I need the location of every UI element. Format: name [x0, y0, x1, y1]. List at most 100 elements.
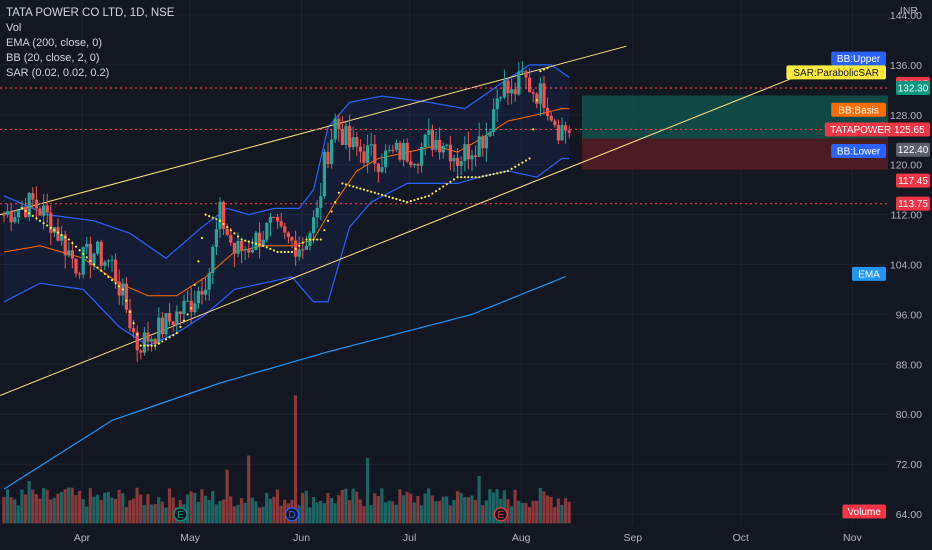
sar-dot: [485, 174, 488, 177]
candle-body: [488, 132, 492, 137]
sar-dot: [442, 185, 445, 188]
sar-dot: [186, 313, 189, 316]
candle-body: [470, 155, 474, 160]
price-tags: BB:UpperSAR:ParabolicSAR132.95132.30BB:B…: [786, 51, 930, 519]
volume-bar: [319, 500, 323, 524]
sar-dot: [424, 195, 427, 199]
volume-bar: [301, 493, 305, 524]
volume-bar: [369, 505, 373, 524]
sar-dot: [528, 157, 531, 160]
volume-bar: [293, 395, 298, 524]
time-axis: Apr May Jun Jul Aug Sep Oct Nov: [0, 526, 932, 550]
volume-bar: [383, 502, 388, 524]
price-tag-bb-upper: BB:Upper: [831, 51, 886, 66]
candle-body: [222, 201, 226, 229]
tag-label: 117.45: [898, 176, 928, 187]
volume-bar: [27, 481, 31, 524]
time-axis-bg: [0, 526, 932, 550]
sar-dot: [301, 241, 304, 244]
volume-bar: [250, 497, 254, 524]
bollinger-bands: [3, 64, 570, 347]
volume-bar: [427, 488, 431, 524]
candle-body: [92, 253, 96, 266]
candle-body: [254, 232, 258, 251]
candle-body: [13, 217, 17, 223]
candle-body: [178, 311, 182, 315]
candle-body: [236, 240, 240, 254]
sar-dot: [60, 233, 63, 236]
volume-bar: [185, 494, 190, 524]
volume-bar: [5, 489, 10, 524]
sar-dot: [92, 263, 96, 266]
indicator-bb[interactable]: BB (20, close, 2, 0): [6, 52, 100, 64]
candle-body: [214, 229, 218, 247]
volume-bar: [445, 496, 449, 524]
volume-bar: [358, 499, 362, 524]
volume-bar: [41, 488, 46, 524]
candle-body: [103, 261, 107, 266]
sar-dot: [323, 229, 326, 232]
candle-body: [510, 89, 514, 94]
candle-body: [520, 71, 524, 73]
candle-body: [549, 115, 553, 121]
indicator-ema[interactable]: EMA (200, close, 0): [6, 37, 102, 49]
candle-body: [218, 201, 222, 230]
volume-bar: [9, 497, 13, 524]
candle-body: [427, 130, 431, 135]
candle-body: [265, 222, 269, 240]
candle-body: [531, 92, 535, 94]
price-tag-ema: EMA: [852, 266, 886, 281]
candle-body: [384, 150, 388, 168]
candle-body: [207, 273, 211, 290]
volume-bar: [412, 502, 416, 524]
volume-bar: [135, 487, 139, 524]
volume-bar: [153, 503, 157, 524]
y-tick-label: 128.00: [890, 110, 922, 122]
volume-bar: [279, 505, 283, 524]
sar-dot: [434, 190, 438, 193]
volume-bar: [455, 491, 460, 524]
volume-bar: [77, 491, 82, 524]
x-tick-label: Jun: [293, 532, 310, 544]
volume-bar: [351, 488, 355, 524]
candle-body: [160, 317, 164, 335]
sar-dot: [283, 250, 286, 254]
candle-body: [175, 311, 179, 325]
volume-bar: [142, 504, 146, 524]
sar-dot: [247, 240, 250, 243]
indicator-vol[interactable]: Vol: [6, 22, 22, 34]
sar-dot: [64, 236, 67, 239]
sar-dot: [452, 178, 456, 181]
sar-dot: [524, 159, 528, 162]
y-tick-label: 120.00: [890, 160, 922, 172]
volume-bar: [538, 488, 542, 524]
volume-bar: [149, 504, 154, 524]
candle-body: [466, 144, 470, 160]
candle-body: [358, 146, 362, 152]
volume-bar: [171, 497, 175, 524]
volume-bar: [56, 493, 60, 524]
volume-bar: [401, 495, 406, 524]
volume-bar: [157, 497, 161, 524]
candle-body: [114, 259, 118, 282]
sar-dot: [150, 344, 153, 347]
candle-body: [186, 300, 190, 302]
sar-dot: [121, 288, 124, 291]
candle-body: [31, 193, 35, 200]
volume-bar: [221, 499, 226, 524]
symbol-title[interactable]: TATA POWER CO LTD, 1D, NSE: [6, 7, 175, 19]
candle-body: [250, 250, 254, 253]
sar-dot: [316, 238, 319, 241]
candle-body: [70, 250, 74, 259]
candle-body: [409, 161, 413, 166]
volume-bar: [477, 476, 481, 524]
volume-bar: [243, 502, 247, 524]
sar-dot: [326, 219, 330, 222]
indicator-sar[interactable]: SAR (0.02, 0.02, 0.2): [6, 67, 110, 79]
bb-upper-line: [3, 64, 570, 260]
candle-body: [286, 232, 290, 237]
volume-bar: [304, 490, 308, 524]
sar-dot: [222, 222, 225, 226]
sar-dot: [470, 176, 474, 179]
